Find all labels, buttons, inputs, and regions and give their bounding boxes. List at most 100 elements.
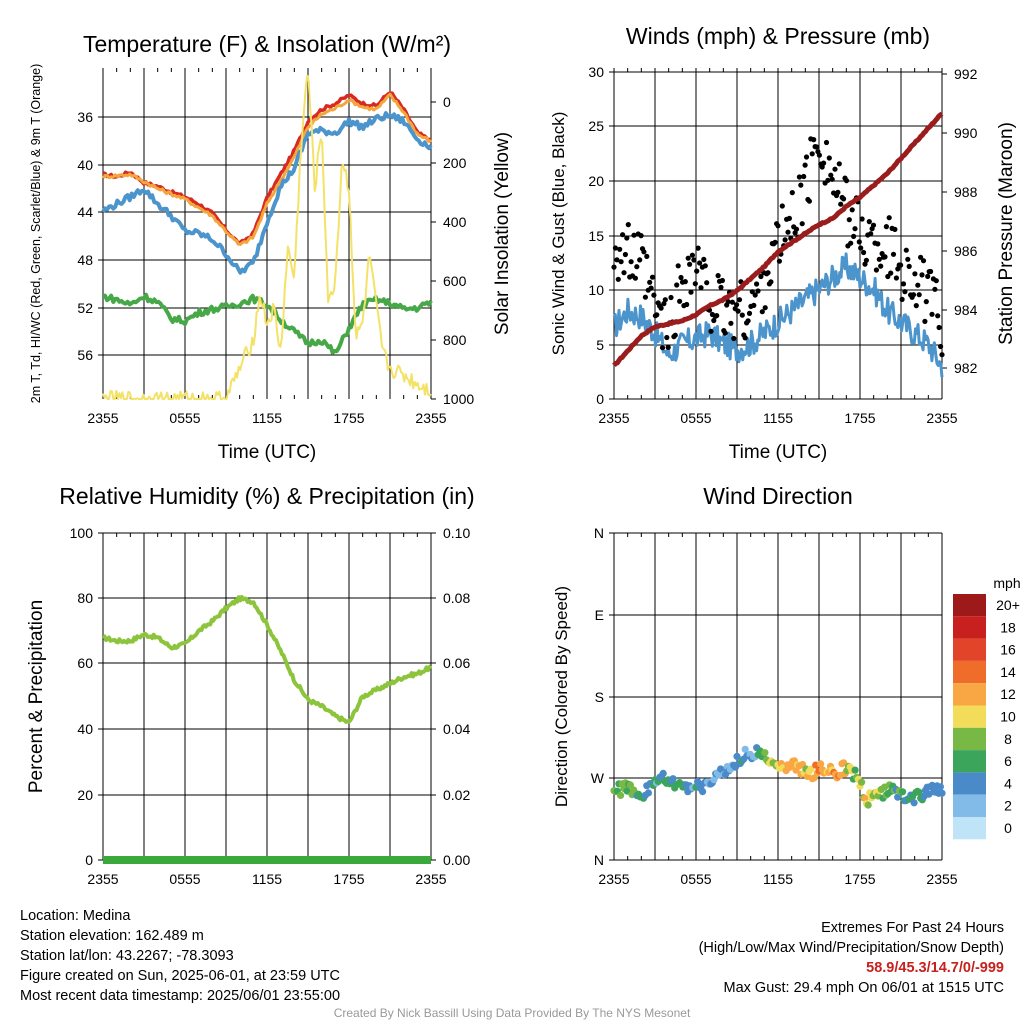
direction-point: [617, 791, 625, 800]
y2-tick-label: 988: [954, 184, 978, 200]
gust-point: [711, 317, 717, 324]
gust-point: [806, 198, 813, 204]
gust-point: [933, 278, 939, 284]
direction-point: [644, 789, 653, 797]
direction-point: [807, 765, 815, 773]
direction-point: [659, 769, 667, 778]
gust-point: [688, 289, 694, 295]
gust-point: [674, 282, 680, 288]
gust-point: [813, 144, 820, 150]
gust-point: [758, 273, 764, 280]
direction-point: [938, 789, 946, 797]
gust-point: [895, 266, 901, 272]
gust-point: [754, 281, 760, 287]
y2-tick-label: 0.04: [443, 721, 470, 737]
y2-tick-label: 0.06: [443, 655, 470, 671]
y2-tick-label: 600: [443, 273, 467, 289]
y2-tick-label: 800: [443, 332, 467, 348]
y2-tick-label: 1000: [443, 391, 474, 407]
extremes-legend: (High/Low/Max Wind/Precipitation/Snow De…: [698, 940, 1004, 956]
gust-point: [890, 251, 897, 257]
gust-point: [859, 216, 865, 222]
gust-point: [742, 335, 748, 341]
gust-point: [888, 270, 894, 276]
gust-point: [785, 229, 791, 235]
series-line-wind: [612, 252, 944, 378]
gust-point: [624, 235, 630, 241]
gust-point: [625, 222, 631, 228]
gust-point: [702, 263, 708, 269]
gust-point: [697, 260, 703, 266]
gust-point: [651, 292, 657, 298]
gust-point: [916, 292, 922, 298]
gust-point: [789, 190, 795, 196]
gust-point: [910, 292, 917, 298]
y-tick-label: N: [594, 525, 604, 541]
gust-point: [765, 270, 771, 276]
legend-label: 18: [1000, 619, 1016, 635]
gust-point: [875, 241, 881, 247]
y2-tick-label: 984: [954, 302, 978, 318]
gust-point: [644, 253, 650, 259]
gust-point: [796, 174, 803, 180]
gust-point: [829, 176, 835, 182]
gust-point: [638, 233, 644, 239]
gust-point: [841, 196, 847, 202]
gust-point: [715, 273, 721, 279]
gust-point: [654, 312, 660, 318]
gust-point: [615, 276, 621, 282]
x-tick-label: 2355: [87, 410, 118, 426]
legend-label: 20+: [996, 597, 1020, 613]
gust-point: [819, 164, 825, 170]
gust-point: [851, 233, 857, 239]
gust-point: [611, 264, 617, 270]
gust-point: [905, 256, 911, 262]
gust-point: [728, 320, 734, 326]
direction-point: [894, 793, 902, 801]
gust-point: [826, 155, 832, 161]
gust-point: [672, 332, 678, 338]
gust-point: [878, 263, 884, 269]
gust-point: [912, 271, 918, 277]
elevation-text: Station elevation: 162.489 m: [20, 928, 204, 944]
legend-label: 16: [1000, 642, 1016, 658]
legend-swatch: [953, 727, 986, 751]
gust-point: [936, 324, 942, 331]
gust-point: [634, 264, 640, 270]
gust-point: [612, 245, 619, 251]
gust-point: [832, 166, 838, 172]
gust-point: [886, 215, 892, 221]
gust-point: [883, 224, 890, 230]
gust-point: [734, 302, 740, 308]
legend-swatch: [953, 794, 986, 817]
gust-point: [938, 343, 944, 350]
x-tick-label: 2355: [598, 410, 629, 426]
legend-label: 10: [1000, 709, 1016, 725]
gust-point: [776, 258, 783, 264]
series-line-pressure: [612, 111, 944, 368]
y-axis-label: 2m T, Td, HI/WC (Red, Green, Scarlet/Blu…: [29, 64, 43, 403]
y2-tick-label: 982: [954, 360, 978, 376]
gust-point: [885, 273, 891, 280]
x-tick-label: 2355: [926, 871, 957, 887]
gust-point: [903, 247, 909, 253]
gust-point: [843, 178, 850, 184]
y-tick-label: 40: [77, 157, 93, 173]
extremes-info: Extremes For Past 24 Hours (High/Low/Max…: [699, 918, 1004, 998]
chart-title: Temperature (F) & Insolation (W/m²): [83, 31, 451, 57]
y2-tick-label: 992: [954, 66, 978, 82]
y2-tick-label: 0.10: [443, 525, 470, 541]
y-tick-label: 48: [77, 252, 93, 268]
direction-point: [858, 778, 866, 786]
y2-tick-label: 0.00: [443, 852, 470, 868]
direction-point: [864, 801, 872, 809]
gust-point: [870, 222, 877, 228]
x-tick-label: 0555: [680, 871, 711, 887]
x-tick-label: 1155: [763, 871, 793, 887]
legend-label: 2: [1004, 798, 1012, 814]
gust-point: [863, 257, 870, 263]
direction-point: [733, 752, 741, 761]
gust-point: [692, 281, 698, 287]
y2-tick-label: 990: [954, 125, 978, 141]
